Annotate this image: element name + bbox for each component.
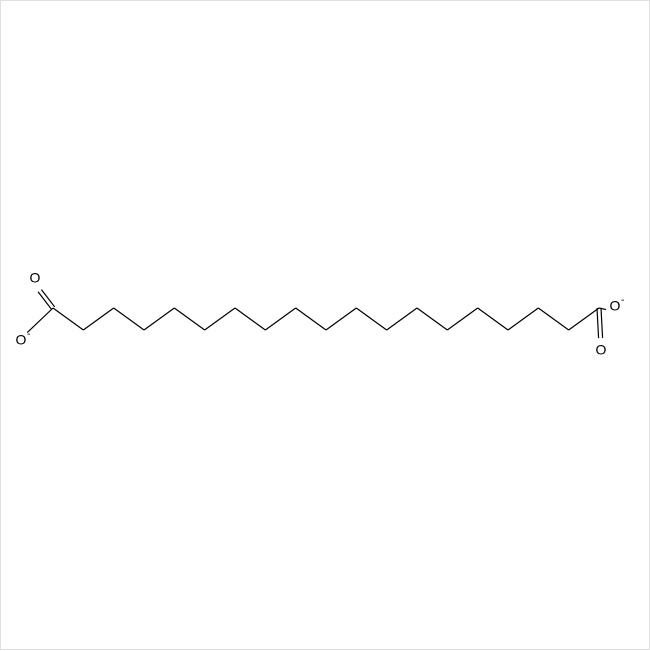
svg-text:-: - (27, 328, 31, 340)
svg-text:O: O (30, 270, 41, 286)
svg-text:O: O (610, 298, 621, 314)
svg-text:O: O (16, 332, 27, 348)
molecule-svg: OO-O-O (1, 1, 650, 651)
svg-text:O: O (596, 342, 607, 358)
molecule-canvas: OO-O-O (0, 0, 650, 650)
svg-text:-: - (621, 294, 625, 306)
